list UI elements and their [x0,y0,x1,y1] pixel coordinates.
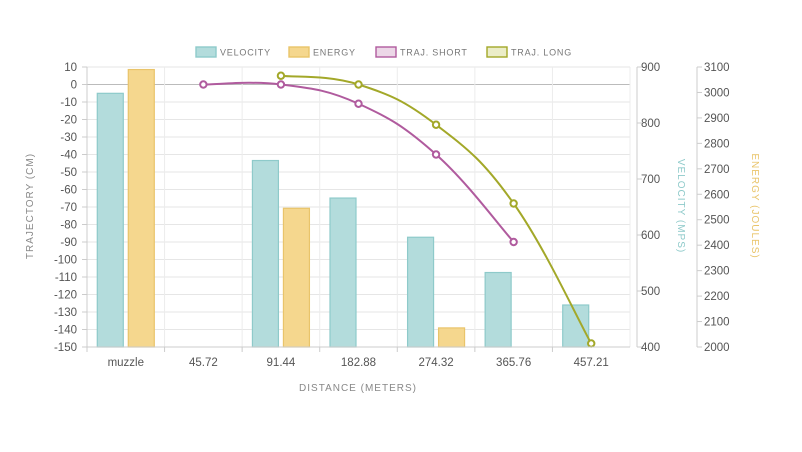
distance-tick-label: muzzle [108,357,144,369]
line-series [199,71,596,348]
energy-tick-label: 3000 [704,87,730,99]
energy-tick-label: 3100 [704,62,730,74]
velocity-bar [251,159,280,348]
velocity-legend-swatch [195,46,217,58]
traj-long-point [431,120,441,129]
distance-tick-label: 45.72 [189,357,218,369]
trajectory-tick-label: -90 [60,237,77,249]
velocity-tick-label: 500 [641,286,660,298]
trajectory-tick-label: -110 [55,272,77,284]
trajectory-tick-label: -30 [60,132,77,144]
velocity-bar [329,197,357,348]
energy-axis-title: ENERGY (JOULES) [749,153,760,258]
distance-tick-label: 91.44 [267,357,296,369]
trajectory-tick-label: -50 [60,167,77,179]
energy-bar [127,68,155,348]
distance-axis-title: DISTANCE (METERS) [299,383,417,394]
traj-long-legend-label: TRAJ. LONG [511,48,572,58]
distance-tick-label: 457.21 [574,357,609,369]
traj-short-legend-swatch [375,46,397,58]
velocity-bar [484,271,512,348]
traj-short-point [199,80,208,89]
energy-tick-label: 2500 [704,215,730,227]
traj-short-legend-label: TRAJ. SHORT [400,48,468,58]
velocity-bar [406,236,435,348]
energy-tick-label: 2600 [704,189,730,201]
trajectory-tick-label: -60 [60,185,77,197]
distance-tick-label: 274.32 [418,357,453,369]
velocity-bar [96,92,124,348]
trajectory-tick-label: -150 [54,342,77,354]
bar-series [96,68,590,348]
traj-short-line [203,81,515,243]
energy-tick-label: 2400 [704,240,730,252]
velocity-tick-label: 700 [641,174,660,186]
velocity-tick-label: 900 [641,62,660,74]
traj-long-line [280,74,593,344]
trajectory-tick-label: -20 [60,115,77,127]
energy-tick-label: 2200 [704,291,730,303]
energy-bar [437,327,466,348]
trajectory-tick-label: -130 [54,307,77,319]
trajectory-axis-title: TRAJECTORY (CM) [25,153,36,259]
traj-long-legend-swatch [486,46,508,58]
velocity-bar [562,304,590,348]
trajectory-tick-label: -120 [54,290,77,302]
velocity-axis-title: VELOCITY (MPS) [675,159,686,253]
trajectory-tick-label: -10 [60,97,77,109]
traj-long-point [509,199,518,208]
trajectory-tick-label: 10 [64,62,77,74]
velocity-tick-label: 800 [641,118,660,130]
energy-tick-label: 2100 [704,317,730,329]
traj-long-point [354,80,363,89]
velocity-legend-label: VELOCITY [220,48,271,58]
trajectory-tick-label: -100 [54,255,77,267]
traj-short-point [431,150,441,159]
traj-long-point [587,339,596,348]
legend: VELOCITY ENERGY TRAJ. SHORT TRAJ. LONG [195,46,572,58]
distance-tick-label: 365.76 [496,357,531,369]
trajectory-tick-label: -140 [54,325,77,337]
distance-tick-label: 182.88 [341,357,376,369]
axes: 10 0 -10 -20 -30 -40 -50 -60 -70 -80 -90 -100 -110 -1… [54,62,730,369]
velocity-tick-label: 600 [641,230,660,242]
grid-lines [86,66,631,348]
trajectory-tick-label: -40 [60,150,77,162]
trajectory-tick-label: -80 [60,220,77,232]
traj-long-point [276,71,286,80]
velocity-tick-label: 400 [641,342,660,354]
trajectory-tick-label: 0 [71,80,77,92]
traj-short-point [354,99,363,108]
energy-tick-label: 2300 [704,266,730,278]
energy-legend-swatch [288,46,310,58]
energy-tick-label: 2900 [704,113,730,125]
energy-legend-label: ENERGY [313,48,356,58]
energy-bar [282,207,311,348]
traj-short-point [509,237,518,247]
energy-tick-label: 2800 [704,138,730,150]
trajectory-tick-label: -70 [60,202,77,214]
energy-tick-label: 2000 [704,342,730,354]
traj-short-point [276,80,286,89]
energy-tick-label: 2700 [704,164,730,176]
